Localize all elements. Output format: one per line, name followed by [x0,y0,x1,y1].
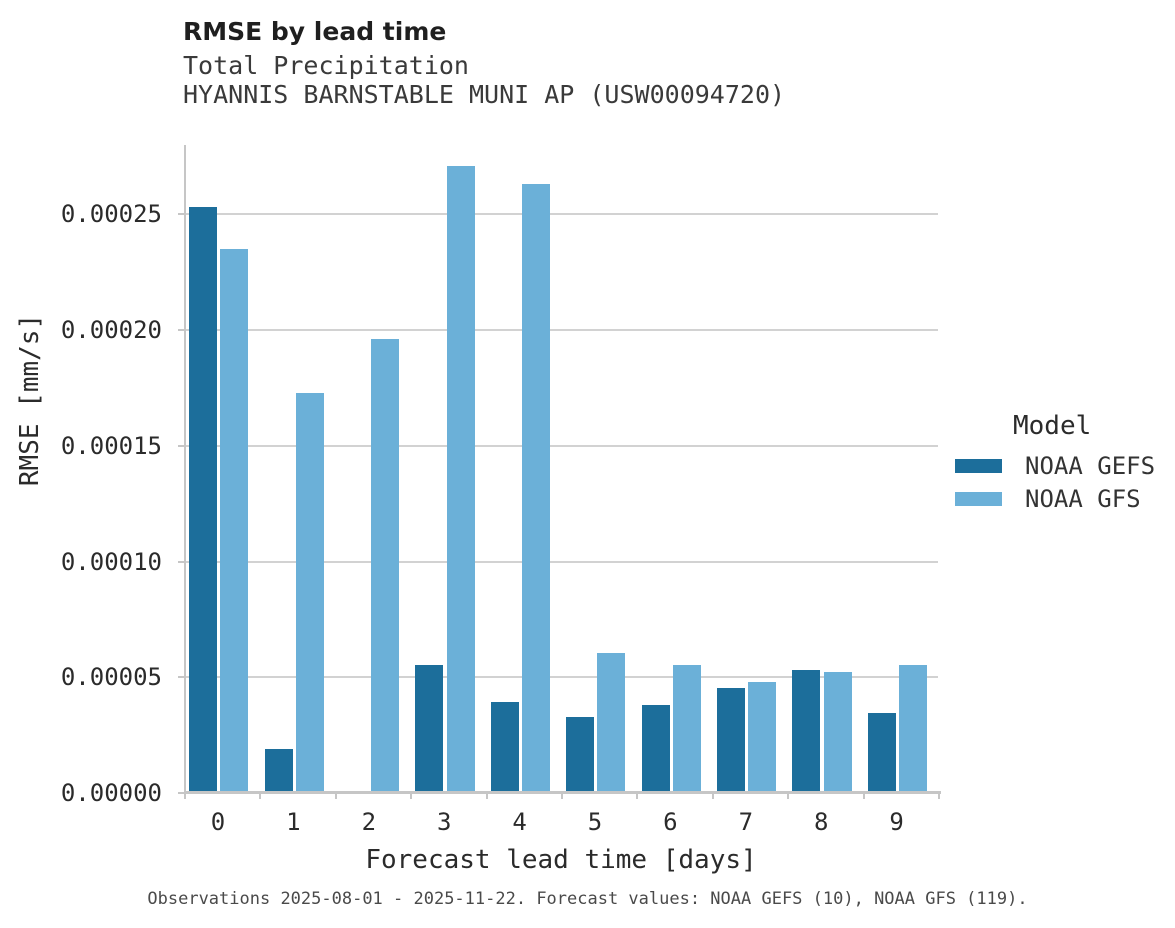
x-tick-label: 6 [663,808,678,836]
chart-subtitle-station: HYANNIS BARNSTABLE MUNI AP (USW00094720) [183,80,786,109]
y-axis-line [184,145,186,793]
legend: Model NOAA GEFS NOAA GFS [953,411,1155,514]
x-tick-label: 8 [813,808,829,836]
legend-label-gefs: NOAA GEFS [1025,452,1156,480]
x-tick-mark [184,794,186,799]
x-tick-mark [862,794,865,799]
y-tick-mark [178,560,184,563]
chart-title: RMSE by lead time [183,17,447,46]
bar-gefs-3 [415,665,444,793]
gefs-color-swatch [955,459,1002,473]
x-axis-line [184,791,941,794]
y-tick-label: 0.00005 [60,663,162,692]
x-tick-label: 1 [286,808,301,836]
bar-gefs-4 [490,701,519,793]
bar-gfs-8 [823,672,852,793]
legend-title: Model [1013,411,1092,441]
legend-label-gfs: NOAA GFS [1025,485,1141,513]
x-tick-mark [259,794,262,799]
y-tick-label: 0.00010 [60,547,162,576]
y-tick-label: 0.00025 [60,200,162,229]
y-tick-label: 0.00000 [60,779,162,807]
x-tick-label: 2 [361,808,377,836]
y-tick-label: 0.00020 [60,316,162,345]
chart-footnote: Observations 2025-08-01 - 2025-11-22. Fo… [147,889,1028,909]
x-tick-mark [485,794,488,799]
y-tick-mark [178,444,184,447]
x-tick-label: 9 [889,808,904,836]
bar-gefs-0 [189,207,218,793]
bar-gfs-5 [597,653,626,793]
x-tick-mark [938,794,940,799]
y-tick-mark [178,676,184,679]
bar-gefs-8 [792,670,821,793]
x-tick-label: 4 [512,808,527,836]
bar-gfs-4 [522,184,550,793]
x-tick-label: 7 [738,808,754,836]
legend-entry-gefs: NOAA GEFS [953,451,1155,481]
bar-gefs-1 [264,748,293,793]
bar-gfs-7 [748,682,777,793]
gridline [186,560,938,563]
x-tick-label: 3 [436,808,452,836]
x-tick-mark [410,794,413,799]
bar-gfs-2 [371,339,400,793]
bar-gfs-0 [220,249,249,793]
bar-gefs-9 [867,713,896,793]
bar-gefs-7 [717,688,745,793]
x-tick-mark [711,794,714,799]
x-tick-mark [636,794,639,799]
x-tick-mark [787,794,790,799]
x-axis-title: Forecast lead time [days] [365,845,757,875]
bar-gfs-9 [899,664,927,793]
bar-gfs-1 [295,392,324,793]
gridline [186,213,938,216]
legend-entry-gfs: NOAA GFS [953,484,1155,514]
gridline [186,329,938,332]
bar-gefs-6 [641,704,670,793]
x-tick-mark [334,794,337,799]
x-tick-label: 0 [210,808,226,836]
bar-gfs-3 [446,165,475,793]
y-axis-title: RMSE [mm/s] [15,313,45,487]
bar-gfs-6 [672,664,701,793]
y-tick-label: 0.00015 [60,431,162,460]
chart-subtitle-variable: Total Precipitation [183,51,469,80]
x-tick-mark [561,794,563,799]
y-tick-mark [178,329,184,332]
gridline [186,676,938,679]
gfs-color-swatch [955,492,1002,506]
gridline [186,444,938,447]
bar-gefs-5 [566,717,595,793]
y-tick-mark [178,792,184,794]
y-tick-mark [178,213,184,216]
x-tick-label: 5 [587,808,603,836]
